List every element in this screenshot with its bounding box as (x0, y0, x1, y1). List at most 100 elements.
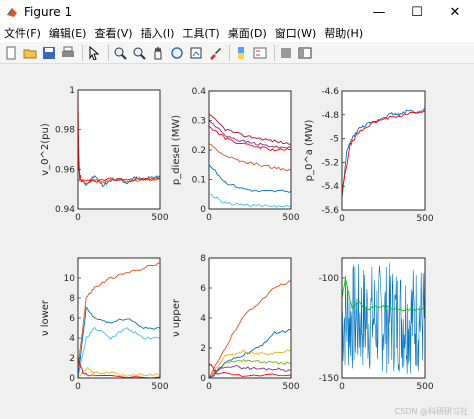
series-line-5 (209, 193, 291, 208)
window-title: Figure 1 (24, 5, 73, 19)
y-axis-label: p_diesel (MW) (171, 115, 182, 185)
series-line-3 (78, 326, 160, 378)
series-line-4 (209, 359, 291, 378)
y-tick-label: 0.3 (192, 117, 206, 127)
y-tick-label: 10 (64, 274, 76, 284)
subplot-5[interactable]: 0 500 0 2 4 6 8 ν upper (171, 254, 300, 392)
menu-desktop[interactable]: 桌面(D) (227, 27, 267, 40)
y-tick-label: 6 (200, 284, 206, 294)
y-tick-label: 4 (200, 314, 206, 324)
x-tick-label: 0 (339, 214, 345, 224)
y-axis-label: ν lower (40, 299, 51, 336)
x-tick-label: 500 (282, 382, 299, 392)
y-tick-label: 6 (69, 314, 75, 324)
x-tick-label: 500 (416, 382, 433, 392)
series-line-1 (342, 263, 425, 374)
y-tick-label: -4.8 (321, 111, 339, 121)
menu-view[interactable]: 查看(V) (94, 27, 133, 40)
close-button[interactable]: ✕ (449, 4, 461, 20)
new-file-icon[interactable] (3, 45, 19, 61)
menu-bar: 文件(F) 编辑(E) 查看(V) 插入(I) 工具(T) 桌面(D) 窗口(W… (0, 24, 474, 42)
pointer-icon[interactable] (86, 45, 102, 61)
menu-file[interactable]: 文件(F) (4, 27, 41, 40)
series-line-2 (209, 328, 291, 378)
y-tick-label: 0 (200, 374, 206, 384)
subplot-1[interactable]: 0 500 0.94 0.96 0.98 1 v_0^2(pu) (40, 86, 169, 223)
x-tick-label: 500 (151, 382, 168, 392)
y-tick-label: 2 (69, 354, 75, 364)
subplot-4[interactable]: 0 500 0 2 4 6 8 10 ν lower (40, 257, 169, 392)
y-axis-label: p_0^a (MW) (304, 120, 315, 182)
series-line-2 (342, 277, 425, 312)
watermark: CSDN @科研研习社 (394, 407, 468, 416)
pan-icon[interactable] (150, 45, 166, 61)
x-tick-label: 500 (151, 213, 168, 223)
brush-icon[interactable] (207, 45, 223, 61)
y-tick-label: 8 (200, 254, 206, 264)
y-tick-label: 4 (69, 334, 75, 344)
y-tick-label: 0.1 (192, 176, 206, 186)
y-tick-label: 0 (69, 374, 75, 384)
y-tick-label: 8 (69, 294, 75, 304)
show-plot-tools-icon[interactable] (297, 45, 313, 61)
subplot-6[interactable]: 0 500 -150 -100 (319, 257, 434, 392)
series-line-3 (209, 143, 291, 172)
save-icon[interactable] (41, 45, 57, 61)
axes-background (77, 257, 161, 379)
maximize-button[interactable]: ☐ (411, 4, 423, 20)
menu-edit[interactable]: 编辑(E) (48, 27, 87, 40)
menu-help[interactable]: 帮助(H) (324, 27, 364, 40)
x-tick-label: 0 (206, 382, 212, 392)
menu-insert[interactable]: 插入(I) (140, 27, 175, 40)
subplot-grid: 0 500 0.94 0.96 0.98 1 v_0^2(pu) 0 500 0 0.1 0.2 0.3… (40, 86, 434, 392)
x-tick-label: 0 (75, 382, 81, 392)
rotate-3d-icon[interactable] (169, 45, 185, 61)
y-tick-label: -100 (319, 274, 340, 284)
y-tick-label: 1 (69, 86, 75, 96)
axes-background (341, 90, 426, 211)
series-line-3 (78, 93, 160, 183)
axes-background (77, 89, 161, 210)
subplot-2[interactable]: 0 500 0 0.1 0.2 0.3 0.4 p_diesel (MW) (171, 87, 300, 223)
y-tick-label: -150 (319, 374, 340, 384)
toolbar (0, 42, 474, 64)
series-line-2 (342, 110, 425, 193)
series-line-3 (209, 349, 291, 378)
y-tick-label: 0.2 (192, 146, 206, 156)
series-line-2 (78, 306, 160, 378)
series-line-2 (209, 120, 291, 149)
series-line-4 (209, 164, 291, 193)
x-tick-label: 0 (75, 213, 81, 223)
data-cursor-icon[interactable] (188, 45, 204, 61)
print-icon[interactable] (60, 45, 76, 61)
title-bar: Figure 1 — ☐ ✕ (0, 0, 474, 24)
series-line-4 (78, 367, 160, 378)
x-tick-label: 500 (282, 213, 299, 223)
y-tick-label: -5 (330, 135, 339, 145)
y-tick-label: 0 (200, 205, 206, 215)
minimize-button[interactable]: — (372, 4, 386, 20)
series-line-6 (209, 362, 291, 377)
series-line-1 (209, 280, 291, 378)
y-tick-label: 2 (200, 344, 206, 354)
open-file-icon[interactable] (22, 45, 38, 61)
menu-window[interactable]: 窗口(W) (274, 27, 317, 40)
figure-canvas[interactable]: 0 500 0.94 0.96 0.98 1 v_0^2(pu) 0 500 0 0.1 0.2 0.3… (0, 65, 474, 411)
menu-tools[interactable]: 工具(T) (182, 27, 220, 40)
series-line-1 (78, 262, 160, 369)
zoom-in-icon[interactable] (112, 45, 128, 61)
x-tick-label: 0 (339, 382, 345, 392)
legend-icon[interactable] (252, 45, 268, 61)
y-tick-label: 0.98 (55, 126, 75, 136)
y-tick-label: -5.4 (321, 182, 339, 192)
y-axis-label: v_0^2(pu) (40, 123, 51, 176)
y-tick-label: -5.2 (321, 158, 339, 168)
y-tick-label: 0.96 (55, 165, 75, 175)
hide-plot-tools-icon[interactable] (278, 45, 294, 61)
series-line-2 (78, 177, 160, 185)
colorbar-icon[interactable] (233, 45, 249, 61)
axes-background (208, 257, 292, 379)
subplot-3[interactable]: 0 500 -5.6 -5.4 -5.2 -5 -4.8 -4.6 p_0^a (MW) (304, 87, 434, 224)
zoom-out-icon[interactable] (131, 45, 147, 61)
